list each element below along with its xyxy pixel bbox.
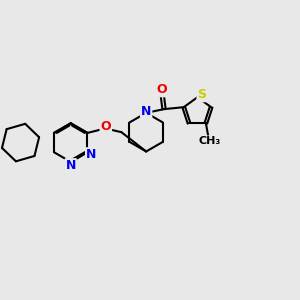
Text: N: N: [86, 148, 96, 161]
Text: N: N: [141, 105, 152, 118]
Text: O: O: [100, 120, 111, 133]
Text: CH₃: CH₃: [199, 136, 221, 146]
Text: S: S: [197, 88, 206, 101]
Text: N: N: [66, 159, 76, 172]
Text: O: O: [157, 83, 167, 96]
